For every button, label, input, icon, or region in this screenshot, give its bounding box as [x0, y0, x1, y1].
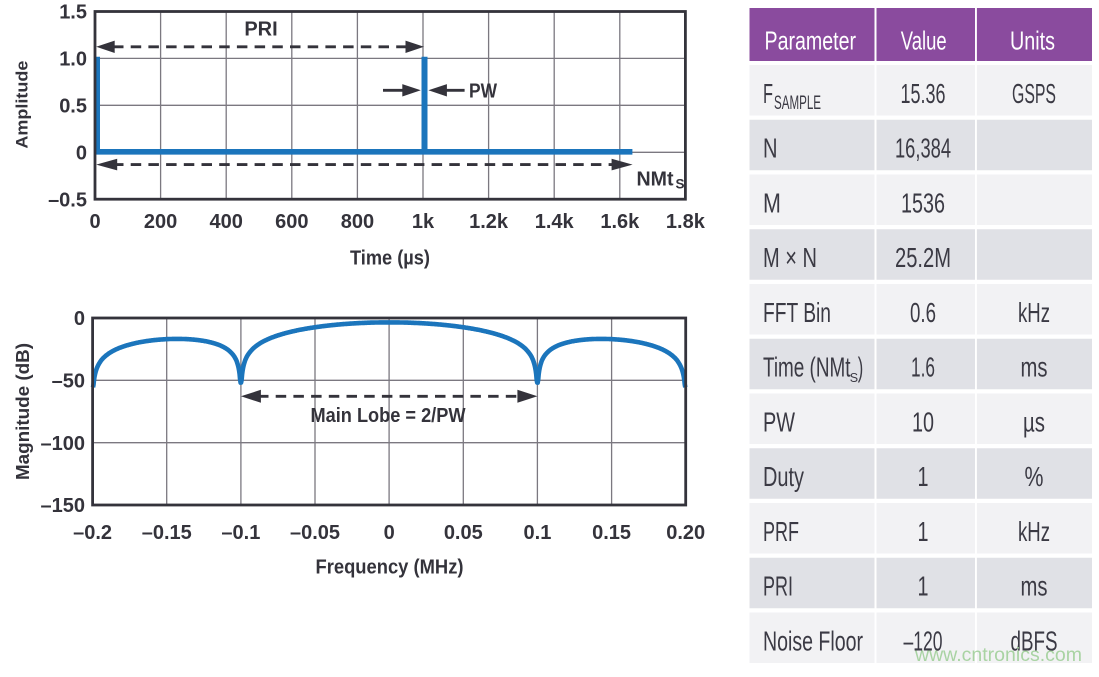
- svg-text:M: M: [763, 187, 781, 218]
- svg-text:SAMPLE: SAMPLE: [774, 93, 821, 114]
- svg-text:): ): [858, 352, 864, 383]
- svg-text:ms: ms: [1021, 352, 1048, 383]
- svg-text:kHz: kHz: [1018, 297, 1050, 328]
- svg-text:S: S: [850, 371, 858, 385]
- svg-text:Parameter: Parameter: [765, 25, 857, 55]
- svg-text:Time (µs): Time (µs): [350, 248, 430, 270]
- svg-text:0.6: 0.6: [910, 297, 936, 328]
- svg-text:400: 400: [210, 211, 243, 233]
- svg-text:Noise Floor: Noise Floor: [763, 625, 863, 656]
- svg-text:0.20: 0.20: [666, 522, 705, 544]
- svg-text:600: 600: [275, 211, 308, 233]
- svg-text:0: 0: [89, 211, 100, 233]
- svg-text:–50: –50: [52, 371, 85, 393]
- svg-text:PRI: PRI: [763, 571, 793, 602]
- svg-text:–0.2: –0.2: [73, 522, 112, 544]
- svg-text:µs: µs: [1023, 406, 1045, 437]
- svg-text:–100: –100: [41, 433, 86, 455]
- svg-text:kHz: kHz: [1018, 516, 1050, 547]
- svg-text:FFT Bin: FFT Bin: [763, 297, 831, 328]
- svg-text:dBFS: dBFS: [1011, 625, 1058, 656]
- svg-text:PRI: PRI: [244, 19, 277, 41]
- svg-text:1.6: 1.6: [911, 352, 935, 383]
- svg-text:Main Lobe = 2/PW: Main Lobe = 2/PW: [311, 405, 466, 427]
- svg-text:1: 1: [918, 516, 929, 547]
- svg-text:16,384: 16,384: [895, 133, 951, 164]
- svg-text:S: S: [676, 177, 685, 192]
- svg-text:Duty: Duty: [763, 461, 804, 492]
- svg-text:0: 0: [384, 522, 395, 544]
- svg-text:–120: –120: [904, 625, 943, 656]
- svg-text:1: 1: [918, 571, 929, 602]
- svg-text:ms: ms: [1021, 571, 1048, 602]
- svg-text:PW: PW: [763, 406, 795, 437]
- svg-text:PW: PW: [469, 81, 497, 103]
- svg-text:1.6k: 1.6k: [600, 211, 640, 233]
- svg-text:–0.15: –0.15: [142, 522, 192, 544]
- svg-text:Magnitude (dB): Magnitude (dB): [13, 343, 33, 480]
- svg-text:15.36: 15.36: [901, 78, 946, 109]
- svg-text:1.4k: 1.4k: [535, 211, 575, 233]
- svg-text:800: 800: [341, 211, 374, 233]
- svg-text:10: 10: [912, 406, 934, 437]
- svg-text:1: 1: [918, 461, 929, 492]
- svg-text:1.0: 1.0: [59, 49, 87, 71]
- svg-text:0.5: 0.5: [59, 96, 87, 118]
- svg-text:PRF: PRF: [763, 516, 799, 547]
- svg-text:F: F: [763, 78, 773, 109]
- svg-text:Units: Units: [1010, 25, 1055, 55]
- svg-text:N: N: [763, 133, 778, 164]
- svg-text:1536: 1536: [901, 187, 945, 218]
- svg-text:Frequency (MHz): Frequency (MHz): [316, 557, 464, 579]
- svg-text:–0.1: –0.1: [221, 522, 260, 544]
- svg-text:1.2k: 1.2k: [469, 211, 509, 233]
- svg-text:Amplitude: Amplitude: [13, 61, 32, 149]
- svg-text:1k: 1k: [412, 211, 435, 233]
- svg-text:%: %: [1025, 461, 1044, 492]
- svg-text:0: 0: [74, 308, 85, 330]
- svg-text:–0.05: –0.05: [290, 522, 340, 544]
- svg-text:NMt: NMt: [637, 169, 674, 191]
- svg-text:Time (NMt: Time (NMt: [763, 352, 851, 383]
- svg-text:0.05: 0.05: [444, 522, 483, 544]
- svg-text:www.cntronics.com: www.cntronics.com: [914, 644, 1082, 666]
- svg-text:0.15: 0.15: [592, 522, 631, 544]
- svg-text:Value: Value: [901, 25, 947, 55]
- svg-text:1.8k: 1.8k: [666, 211, 706, 233]
- svg-text:200: 200: [144, 211, 177, 233]
- svg-text:25.2M: 25.2M: [895, 242, 951, 273]
- svg-text:1.5: 1.5: [59, 2, 87, 24]
- svg-text:GSPS: GSPS: [1012, 78, 1056, 109]
- svg-text:–150: –150: [41, 495, 86, 517]
- svg-text:0: 0: [76, 142, 87, 164]
- svg-text:M × N: M × N: [763, 242, 817, 273]
- svg-text:–0.5: –0.5: [48, 189, 87, 211]
- svg-text:0.1: 0.1: [524, 522, 552, 544]
